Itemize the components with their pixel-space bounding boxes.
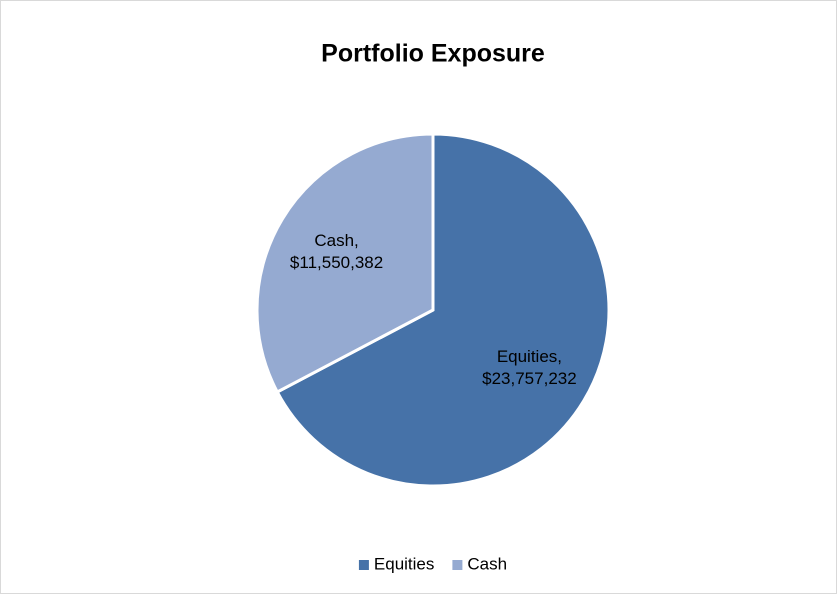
legend-swatch xyxy=(358,560,369,570)
data-label: Cash, $11,550,382 xyxy=(289,230,384,272)
legend-swatch xyxy=(452,560,463,570)
pie-slice xyxy=(275,132,611,488)
legend-label: Cash xyxy=(467,554,507,573)
pie-slice xyxy=(255,132,435,395)
legend-label: Equities xyxy=(374,554,434,573)
data-label: Equities, $23,757,232 xyxy=(482,347,577,389)
chart-title: Portfolio Exposure xyxy=(321,40,545,68)
